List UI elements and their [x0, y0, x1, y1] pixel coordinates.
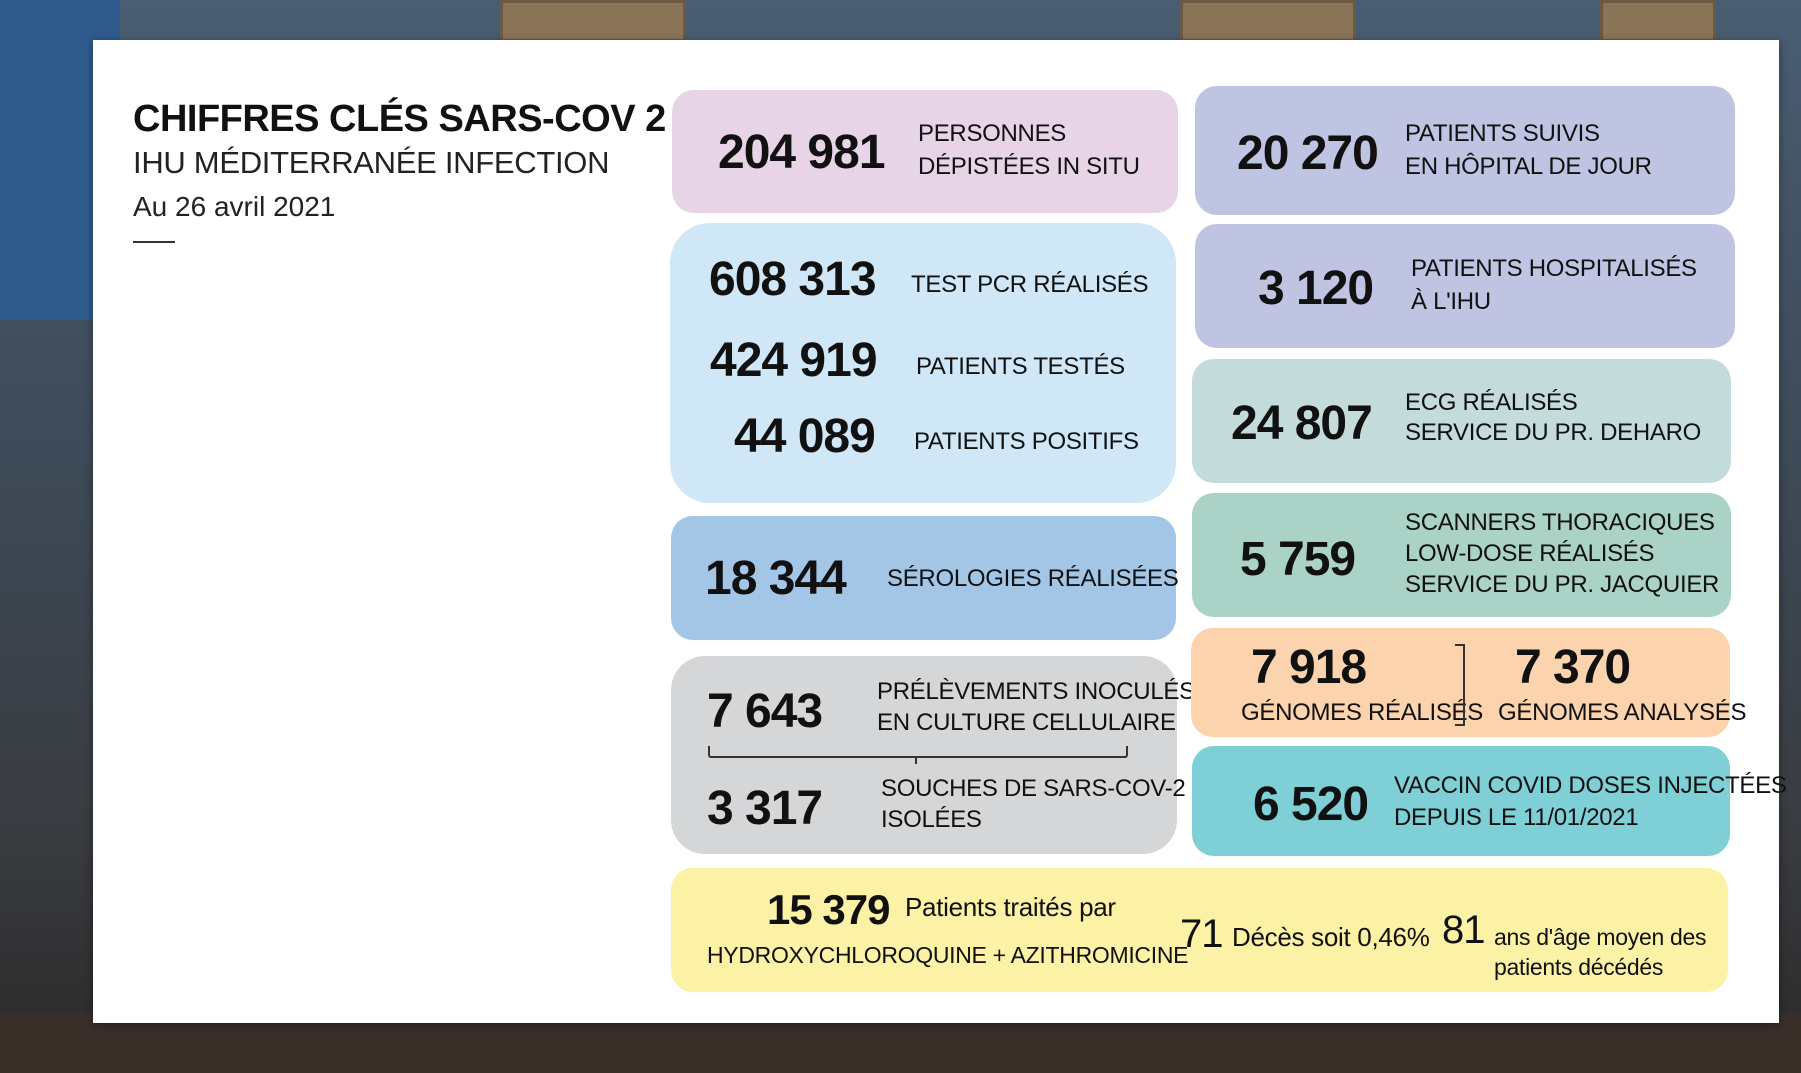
- hospitalises-label-2: À L'IHU: [1411, 288, 1491, 315]
- card-vaccin: 6 520 VACCIN COVID DOSES INJECTÉES DEPUI…: [1192, 746, 1787, 856]
- age-label-1: ans d'âge moyen des: [1494, 924, 1707, 950]
- culture-prelev-value: 7 643: [707, 685, 823, 738]
- depistees-value: 204 981: [718, 126, 886, 179]
- traitement-drugs: HYDROXYCHLOROQUINE + AZITHROMICINE: [707, 942, 1189, 968]
- card-ecg: 24 807 ECG RÉALISÉS SERVICE DU PR. DEHAR…: [1192, 359, 1731, 483]
- scanners-label-1: SCANNERS THORACIQUES: [1405, 509, 1715, 536]
- scanners-label-2: LOW-DOSE RÉALISÉS: [1405, 540, 1655, 567]
- deces-label: Décès soit 0,46%: [1232, 922, 1430, 952]
- ecg-label-1: ECG RÉALISÉS: [1405, 389, 1578, 416]
- genomes-realises-label: GÉNOMES RÉALISÉS: [1241, 699, 1483, 726]
- title-rule: [133, 241, 175, 243]
- scanners-label-3: SERVICE DU PR. JACQUIER: [1405, 571, 1720, 598]
- culture-souches-value: 3 317: [707, 782, 823, 835]
- background-frame-right: [1600, 0, 1716, 42]
- background-frame-left: [500, 0, 686, 42]
- culture-bracket-tick: [915, 756, 917, 764]
- hopital-jour-label-2: EN HÔPITAL DE JOUR: [1405, 153, 1652, 180]
- age-value: 81: [1442, 908, 1485, 952]
- hospitalises-label-1: PATIENTS HOSPITALISÉS: [1411, 255, 1697, 282]
- ecg-label-2: SERVICE DU PR. DEHARO: [1405, 419, 1701, 446]
- card-culture: 7 643 PRÉLÈVEMENTS INOCULÉS EN CULTURE C…: [671, 656, 1195, 854]
- pcr-positifs-value: 44 089: [734, 410, 876, 463]
- depistees-label-2: DÉPISTÉES IN SITU: [918, 153, 1140, 180]
- card-serologies: 18 344 SÉROLOGIES RÉALISÉES: [671, 516, 1179, 640]
- card-pcr: 608 313 TEST PCR RÉALISÉS 424 919 PATIEN…: [670, 223, 1176, 503]
- card-depistees: 204 981 PERSONNES DÉPISTÉES IN SITU: [672, 90, 1178, 213]
- traitement-value: 15 379: [767, 886, 890, 933]
- card-hopital-jour: 20 270 PATIENTS SUIVIS EN HÔPITAL DE JOU…: [1195, 86, 1735, 215]
- depistees-label-1: PERSONNES: [918, 120, 1067, 147]
- pcr-patients-label: PATIENTS TESTÉS: [916, 353, 1125, 380]
- genomes-realises-value: 7 918: [1251, 641, 1367, 694]
- genomes-analyses-label: GÉNOMES ANALYSÉS: [1498, 699, 1747, 726]
- serologies-value: 18 344: [705, 552, 847, 605]
- pcr-positifs-label: PATIENTS POSITIFS: [914, 428, 1139, 455]
- culture-prelev-label-2: EN CULTURE CELLULAIRE: [877, 709, 1176, 736]
- pcr-tests-value: 608 313: [709, 253, 877, 306]
- background-frame-center: [1180, 0, 1356, 42]
- serologies-label: SÉROLOGIES RÉALISÉES: [887, 565, 1179, 592]
- hopital-jour-value: 20 270: [1237, 127, 1379, 180]
- card-traitement: 15 379 Patients traités par HYDROXYCHLOR…: [671, 868, 1728, 992]
- vaccin-label-1: VACCIN COVID DOSES INJECTÉES: [1394, 772, 1787, 799]
- slide-title-block: CHIFFRES CLÉS SARS-COV 2 IHU MÉDITERRANÉ…: [133, 98, 666, 243]
- pcr-tests-label: TEST PCR RÉALISÉS: [911, 271, 1149, 298]
- hospitalises-value: 3 120: [1258, 262, 1374, 315]
- background-desk: [0, 1013, 1801, 1073]
- deces-value: 71: [1180, 912, 1223, 956]
- ecg-value: 24 807: [1231, 397, 1373, 450]
- slide-date: Au 26 avril 2021: [133, 191, 336, 222]
- age-label-2: patients décédés: [1494, 954, 1664, 980]
- card-genomes: 7 918 GÉNOMES RÉALISÉS 7 370 GÉNOMES ANA…: [1191, 628, 1746, 737]
- vaccin-value: 6 520: [1253, 778, 1369, 831]
- slide-subtitle: IHU MÉDITERRANÉE INFECTION: [133, 145, 610, 180]
- culture-souches-label-2: ISOLÉES: [881, 806, 982, 833]
- card-scanners: 5 759 SCANNERS THORACIQUES LOW-DOSE RÉAL…: [1192, 493, 1731, 617]
- slide-title: CHIFFRES CLÉS SARS-COV 2: [133, 98, 666, 140]
- culture-prelev-label-1: PRÉLÈVEMENTS INOCULÉS: [877, 678, 1195, 705]
- card-hospitalises: 3 120 PATIENTS HOSPITALISÉS À L'IHU: [1195, 224, 1735, 348]
- scanners-value: 5 759: [1240, 533, 1356, 586]
- vaccin-label-2: DEPUIS LE 11/01/2021: [1394, 804, 1639, 831]
- traitement-label: Patients traités par: [905, 892, 1116, 922]
- genomes-bracket: [1455, 644, 1465, 726]
- genomes-analyses-value: 7 370: [1515, 641, 1631, 694]
- hopital-jour-label-1: PATIENTS SUIVIS: [1405, 120, 1600, 147]
- culture-bracket: [708, 746, 1128, 758]
- pcr-patients-value: 424 919: [710, 334, 878, 387]
- slide: CHIFFRES CLÉS SARS-COV 2 IHU MÉDITERRANÉ…: [93, 40, 1787, 1023]
- culture-souches-label-1: SOUCHES DE SARS-COV-2: [881, 775, 1186, 802]
